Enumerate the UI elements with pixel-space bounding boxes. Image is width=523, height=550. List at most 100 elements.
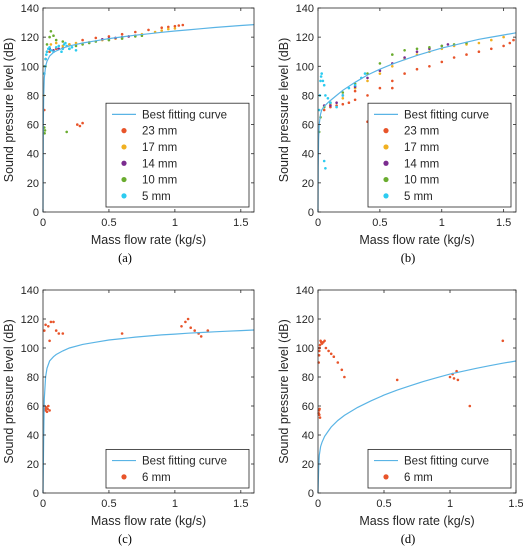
data-point-10-mm <box>341 91 345 94</box>
x-tick-label: 1.5 <box>508 498 523 510</box>
y-tick-label: 100 <box>296 343 314 355</box>
legend-swatch <box>121 176 127 183</box>
data-point-6-mm <box>343 375 346 379</box>
x-tick-label: 0.5 <box>101 217 116 229</box>
data-point-23-mm <box>465 53 468 56</box>
data-point-5-mm <box>49 49 53 52</box>
y-tick-label: 20 <box>27 178 39 190</box>
data-point-6-mm <box>323 339 326 343</box>
data-point-10-mm <box>45 43 49 46</box>
data-point-6-mm <box>327 349 330 353</box>
data-point-10-mm <box>74 44 78 48</box>
data-point-5-mm <box>319 79 322 83</box>
axes-box <box>42 289 255 494</box>
y-axis-label: Sound pressure level (dB) <box>277 38 291 183</box>
data-point-6-mm <box>329 352 333 356</box>
y-tick-label: 0 <box>33 207 39 219</box>
data-point-6-mm <box>336 361 340 364</box>
data-point-23-mm <box>512 38 515 42</box>
y-tick-label: 40 <box>27 149 39 161</box>
y-tick-label: 140 <box>21 285 39 297</box>
data-point-6-mm <box>318 407 321 411</box>
data-point-5-mm <box>45 53 48 56</box>
data-point-23-mm <box>120 32 124 36</box>
legend-box <box>367 448 512 489</box>
legend-box <box>105 448 250 489</box>
data-point-5-mm <box>64 41 67 45</box>
data-point-5-mm <box>57 44 61 48</box>
data-point-6-mm <box>448 375 452 379</box>
legend-swatch <box>383 176 389 183</box>
y-tick-label: 40 <box>27 430 39 442</box>
x-tick-label: 0 <box>315 498 321 510</box>
data-points <box>317 35 515 170</box>
x-tick-label: 0.5 <box>376 498 391 510</box>
y-tick-label: 80 <box>302 90 314 102</box>
data-point-5-mm <box>319 75 323 78</box>
data-point-17-mm <box>341 97 345 100</box>
data-point-6-mm <box>395 378 399 382</box>
data-point-14-mm <box>335 101 338 104</box>
data-point-5-mm <box>68 47 71 51</box>
legend-swatch <box>121 144 127 150</box>
x-axis-label: Mass flow rate (kg/s) <box>359 233 474 247</box>
data-point-6-mm <box>193 329 196 332</box>
data-point-23-mm <box>76 123 79 126</box>
y-tick-label: 100 <box>21 61 39 73</box>
data-point-5-mm <box>353 83 357 87</box>
data-point-23-mm <box>415 67 419 71</box>
data-point-5-mm <box>320 72 324 75</box>
legend-swatch <box>121 128 127 134</box>
data-point-6-mm <box>45 410 49 414</box>
data-point-6-mm <box>47 325 50 328</box>
legend-swatch <box>383 474 389 480</box>
data-point-6-mm <box>47 404 50 408</box>
data-point-6-mm <box>318 349 321 353</box>
data-point-23-mm <box>366 94 369 97</box>
legend-label: 17 mm <box>142 142 177 154</box>
y-tick-label: 20 <box>302 178 314 190</box>
legend-label: 14 mm <box>142 158 177 170</box>
data-point-6-mm <box>46 407 49 411</box>
legend-label: 23 mm <box>404 126 439 138</box>
x-tick-label: 1.5 <box>233 498 248 510</box>
data-point-23-mm <box>322 108 326 112</box>
data-point-17-mm <box>74 41 78 45</box>
data-point-10-mm <box>403 49 406 52</box>
data-point-6-mm <box>44 323 47 327</box>
fit-curve <box>317 32 517 213</box>
data-point-10-mm <box>440 44 444 48</box>
x-tick-label: 1 <box>447 498 453 510</box>
data-point-23-mm <box>452 56 456 59</box>
fit-curve <box>42 329 255 494</box>
data-point-10-mm <box>61 40 65 43</box>
legend-swatch <box>383 160 389 166</box>
y-tick-label: 0 <box>308 207 314 219</box>
data-point-6-mm <box>54 329 58 332</box>
y-tick-label: 140 <box>296 285 314 297</box>
data-point-17-mm <box>490 38 493 42</box>
y-tick-label: 60 <box>302 120 314 132</box>
data-point-14-mm <box>366 76 369 80</box>
data-point-6-mm <box>199 335 203 338</box>
legend-swatch <box>383 193 389 199</box>
data-point-17-mm <box>378 72 382 75</box>
legend-swatch <box>121 474 127 480</box>
legend-swatch <box>121 193 127 199</box>
legend-label: 6 mm <box>142 472 171 484</box>
legend: Best fitting curve 23 mm 17 mm 14 mm 10 mm 5 … <box>105 102 250 208</box>
data-point-14-mm <box>446 43 450 46</box>
data-point-10-mm <box>65 130 68 134</box>
y-tick-label: 120 <box>296 32 314 44</box>
legend: Best fitting curve 6 mm <box>367 448 512 489</box>
y-tick-label: 20 <box>302 459 314 471</box>
panel-c: 0 0.5 1 1.5 0 20 40 60 80 100 120 140 Mass flow rate… <box>2 285 255 546</box>
data-point-5-mm <box>326 97 330 100</box>
y-tick-label: 40 <box>302 149 314 161</box>
data-point-23-mm <box>160 26 163 30</box>
y-tick-label: 60 <box>302 401 314 413</box>
data-point-23-mm <box>81 121 84 125</box>
data-point-17-mm <box>160 29 163 32</box>
x-tick-label: 0.5 <box>372 217 387 229</box>
legend-fit-label: Best fitting curve <box>142 456 227 468</box>
